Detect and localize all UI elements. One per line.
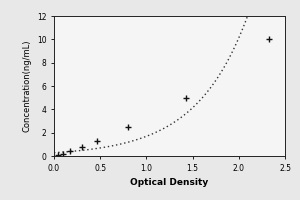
X-axis label: Optical Density: Optical Density [130,178,208,187]
Y-axis label: Concentration(ng/mL): Concentration(ng/mL) [22,40,31,132]
